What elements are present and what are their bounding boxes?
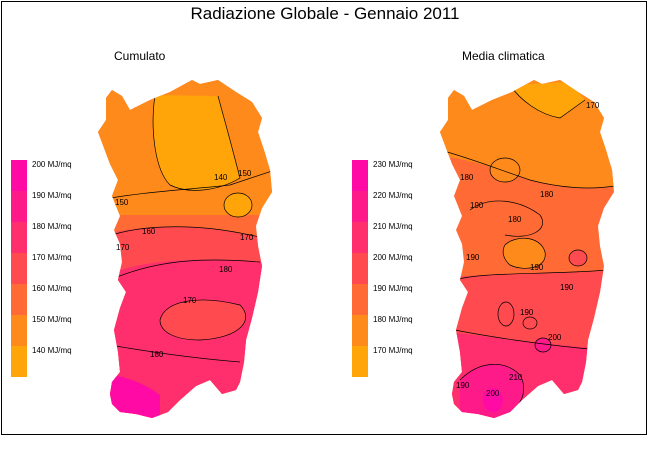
right-isoline-label: 200 (548, 333, 562, 342)
left-legend-label: 140 MJ/mq (32, 346, 72, 355)
left-map: 140 150 150 160 170 170 180 170 180 (98, 80, 272, 418)
right-isoline-label: 180 (540, 190, 554, 199)
right-legend-label: 230 MJ/mq (373, 160, 413, 169)
left-isoline-label: 170 (183, 296, 197, 305)
left-isoline-label: 140 (214, 173, 228, 182)
figure-title: Radiazione Globale - Gennaio 2011 (190, 4, 460, 23)
left-isoline-label: 180 (219, 265, 233, 274)
right-map: 170 180 180 180 190 190 190 200 190 210 … (440, 80, 614, 418)
right-isoline-label: 190 (470, 201, 484, 210)
right-isoline-label: 180 (508, 215, 522, 224)
left-legend-label: 190 MJ/mq (32, 191, 72, 200)
left-map-subtitle: Cumulato (114, 49, 166, 63)
right-isoline-label: 170 (586, 101, 600, 110)
right-legend-swatch (352, 284, 368, 315)
figure-frame (1, 1, 647, 435)
right-legend-swatch (352, 222, 368, 253)
left-isoline-label: 180 (150, 350, 164, 359)
left-isoline-label: 150 (115, 198, 129, 207)
left-isoline-label: 150 (238, 169, 252, 178)
right-isoline-label: 190 (560, 283, 574, 292)
right-map-isolines (440, 84, 614, 418)
right-legend-label: 190 MJ/mq (373, 284, 413, 293)
left-legend-label: 150 MJ/mq (32, 315, 72, 324)
right-isoline-label: 210 (509, 373, 523, 382)
right-map-fill (440, 80, 614, 418)
left-legend-label: 200 MJ/mq (32, 160, 72, 169)
left-legend-swatch (11, 253, 27, 284)
left-legend-label: 170 MJ/mq (32, 253, 72, 262)
right-legend-label: 180 MJ/mq (373, 315, 413, 324)
left-legend-swatch (11, 346, 27, 377)
left-legend-label: 160 MJ/mq (32, 284, 72, 293)
right-isoline-label: 190 (466, 253, 480, 262)
left-isoline-label: 170 (240, 233, 254, 242)
right-legend-label: 200 MJ/mq (373, 253, 413, 262)
right-legend-label: 220 MJ/mq (373, 191, 413, 200)
left-legend-swatch (11, 284, 27, 315)
left-map-isolines (99, 94, 272, 363)
left-legend-label: 180 MJ/mq (32, 222, 72, 231)
right-isoline-label: 190 (520, 308, 534, 317)
right-map-subtitle: Media climatica (462, 49, 545, 63)
right-legend-label: 170 MJ/mq (373, 346, 413, 355)
right-legend-swatch (352, 253, 368, 284)
left-isoline-label: 170 (116, 243, 130, 252)
left-legend-swatch (11, 160, 27, 191)
right-legend-label: 210 MJ/mq (373, 222, 413, 231)
right-legend-swatch (352, 346, 368, 377)
left-legend-swatch (11, 191, 27, 222)
left-map-fill (98, 80, 272, 418)
right-isoline-label: 190 (456, 381, 470, 390)
right-isoline-label: 190 (530, 263, 544, 272)
left-legend-swatch (11, 315, 27, 346)
right-legend-swatch (352, 191, 368, 222)
right-isoline-label: 200 (486, 389, 500, 398)
right-isoline-label: 180 (460, 173, 474, 182)
right-legend-swatch (352, 160, 368, 191)
left-isoline-label: 160 (142, 227, 156, 236)
left-legend-swatch (11, 222, 27, 253)
right-legend-swatch (352, 315, 368, 346)
